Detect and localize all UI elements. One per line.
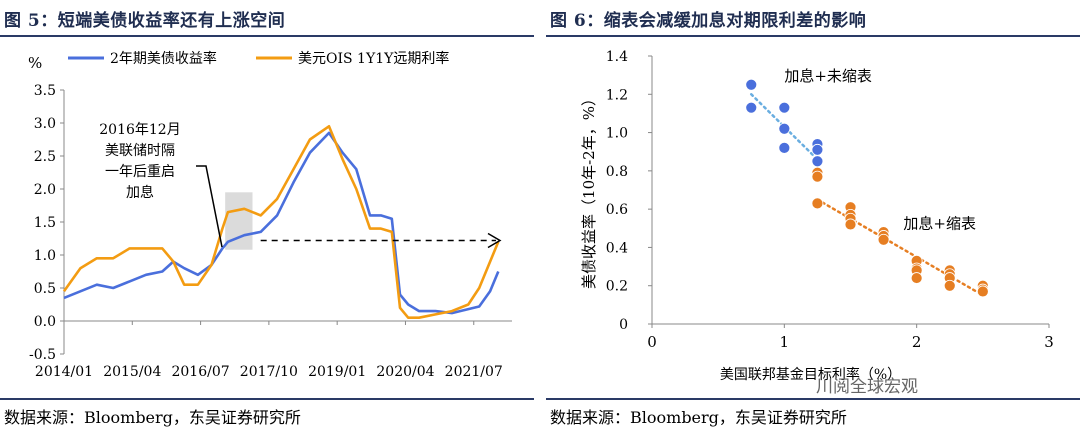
y-tick-label: 1.2 <box>606 87 628 103</box>
point-hike-qt <box>811 170 824 183</box>
x-axis-title: 美国联邦基金目标利率（%） <box>720 366 901 383</box>
legend-label: 2年期美债收益率 <box>110 50 217 67</box>
x-tick-label: 2020/04 <box>376 364 434 380</box>
point-hike-qt <box>844 218 857 231</box>
x-tick-label: 1 <box>780 333 790 351</box>
annotation-label: 加息+未缩表 <box>784 67 872 85</box>
chart-panel-left: 图 5：短端美债收益率还有上涨空间 -0.5 0.0 0.5 1.0 1.5 2.0 2.5… <box>0 0 534 431</box>
y-tick-label: 0.2 <box>606 279 628 295</box>
x-tick-label: 2016/07 <box>171 364 229 380</box>
x-tick-label: 2021/07 <box>445 364 503 380</box>
x-tick-label: 0 <box>647 333 657 351</box>
y-tick-label: 1.5 <box>34 215 56 231</box>
y-tick-label: 3.0 <box>34 116 56 132</box>
x-tick-label: 2017/10 <box>240 364 298 380</box>
annotation-text: 一年后重启 <box>105 164 175 180</box>
y-tick-label: 0.4 <box>606 240 628 256</box>
divider <box>0 35 534 37</box>
y-tick-label: 0.6 <box>606 202 628 218</box>
chart-title: 图 6：缩表会减缓加息对期限利差的影响 <box>550 11 867 31</box>
y-tick-label: 0.5 <box>34 281 56 297</box>
y-tick-label: 0 <box>619 317 628 333</box>
point-hike-qt <box>910 272 923 284</box>
arrow-head <box>487 232 502 249</box>
x-tick-label: 2 <box>912 333 922 351</box>
divider <box>0 398 534 400</box>
chart-panel-right: 图 6：缩表会减缓加息对期限利差的影响 0 0.2 0.4 0.6 0.8 1.0 1.2 1… <box>546 0 1080 431</box>
legend-label: 美元OIS 1Y1Y远期利率 <box>298 50 449 67</box>
point-hike-no-qt <box>778 101 791 114</box>
x-tick-label: 2015/04 <box>103 364 161 380</box>
y-tick-label: 0.8 <box>606 164 628 180</box>
x-tick-label: 2019/01 <box>308 364 366 380</box>
line-chart: -0.5 0.0 0.5 1.0 1.5 2.0 2.5 3.0 3.5% 2014/01 2015… <box>28 50 512 380</box>
point-hike-no-qt <box>811 143 824 156</box>
series-line-ois-1y1y <box>62 125 500 320</box>
x-tick-label: 3 <box>1044 333 1054 351</box>
point-hike-no-qt <box>778 141 791 154</box>
annotation-text: 2016年12月 <box>99 122 180 138</box>
annotation-text: 加息 <box>126 184 154 201</box>
y-tick-label: 0.0 <box>34 314 56 330</box>
annotation-label: 加息+缩表 <box>903 214 976 232</box>
y-axis-title: 美债收益率（10年-2年，%） <box>580 91 598 289</box>
source-note: 数据来源：Bloomberg，东吴证券研究所 <box>550 408 847 427</box>
divider <box>546 398 1080 400</box>
annotation-leader <box>196 165 223 248</box>
y-tick-label: -0.5 <box>29 347 56 363</box>
annotation-text: 美联储时隔 <box>105 143 175 159</box>
point-hike-no-qt <box>778 122 791 135</box>
y-tick-label: 2.5 <box>34 149 56 165</box>
trendline-blue <box>750 93 819 161</box>
point-hike-no-qt <box>745 101 758 114</box>
y-tick-label: 1.0 <box>34 248 56 264</box>
point-hike-qt <box>943 279 956 292</box>
chart-title: 图 5：短端美债收益率还有上涨空间 <box>4 11 286 31</box>
point-hike-qt <box>976 285 989 298</box>
y-unit-label: % <box>28 54 42 72</box>
watermark: 川阅全球宏观 <box>816 377 918 397</box>
point-hike-qt <box>877 233 890 246</box>
scatter-chart: 0 0.2 0.4 0.6 0.8 1.0 1.2 1.4 0 1 2 3 美国联邦基金目标利率（%） 美… <box>580 49 1054 383</box>
y-tick-label: 3.5 <box>34 83 56 99</box>
source-note: 数据来源：Bloomberg，东吴证券研究所 <box>4 408 301 427</box>
point-hike-no-qt <box>745 78 758 91</box>
y-tick-label: 1.4 <box>606 49 628 65</box>
y-tick-label: 1.0 <box>606 126 628 142</box>
y-tick-label: 2.0 <box>34 182 56 198</box>
series-line-treasury-2y <box>63 131 500 315</box>
point-hike-qt <box>811 197 824 210</box>
divider <box>546 35 1080 37</box>
point-hike-no-qt <box>811 155 824 168</box>
x-tick-label: 2014/01 <box>35 364 93 380</box>
